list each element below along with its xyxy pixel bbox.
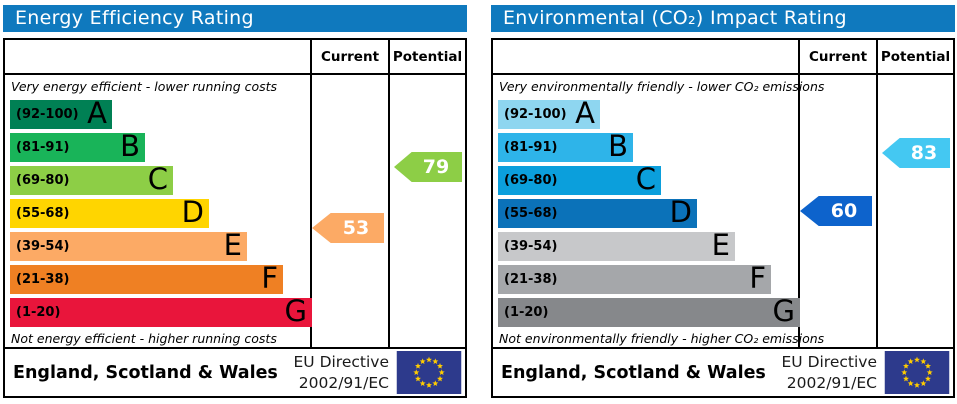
- band-row-c: (69-80) C: [498, 162, 661, 196]
- band-letter: B: [608, 129, 628, 163]
- band-range: (92-100): [16, 107, 79, 122]
- band-range: (39-54): [504, 239, 558, 254]
- top-note: Very energy efficient - lower running co…: [11, 79, 278, 94]
- band-letter: A: [87, 96, 107, 130]
- band-letter: C: [635, 162, 656, 196]
- header-row-divider: [5, 73, 465, 75]
- band-letter: E: [223, 228, 242, 262]
- column-divider: [388, 40, 390, 347]
- eu-flag-icon: [396, 351, 462, 394]
- bottom-note: Not environmentally friendly - higher CO…: [499, 331, 825, 346]
- band-range: (55-68): [504, 206, 558, 221]
- band-range: (21-38): [16, 272, 70, 287]
- band-letter: D: [669, 195, 692, 229]
- panel-title: Environmental (CO₂) Impact Rating: [491, 5, 955, 32]
- band-letter: F: [261, 261, 278, 295]
- eu-directive-line2: 2002/91/EC: [298, 373, 389, 392]
- band-letter: C: [147, 162, 168, 196]
- column-divider: [798, 40, 800, 347]
- band-row-g: (1-20) G: [498, 294, 800, 328]
- band-range: (81-91): [16, 140, 70, 155]
- band-letter: B: [120, 129, 140, 163]
- band-letter: A: [575, 96, 595, 130]
- column-divider: [310, 40, 312, 347]
- region-label: England, Scotland & Wales: [501, 362, 766, 383]
- potential-rating-value: 79: [422, 156, 450, 178]
- band-range: (21-38): [504, 272, 558, 287]
- band-row-a: (92-100) A: [10, 96, 112, 130]
- eu-flag-icon: [884, 351, 950, 394]
- eu-directive-line1: EU Directive: [781, 353, 878, 372]
- current-rating-arrow: 53: [312, 213, 384, 243]
- band-range: (39-54): [16, 239, 70, 254]
- potential-rating-arrow: 79: [394, 152, 462, 182]
- current-rating-value: 53: [342, 217, 370, 239]
- current-column-header: Current: [320, 48, 380, 65]
- eu-directive-label: EU Directive 2002/91/EC: [782, 349, 878, 396]
- band-row-a: (92-100) A: [498, 96, 600, 130]
- potential-column-header: Potential: [880, 48, 951, 65]
- top-note: Very environmentally friendly - lower CO…: [499, 79, 825, 94]
- band-row-g: (1-20) G: [10, 294, 312, 328]
- band-range: (69-80): [504, 173, 558, 188]
- band-row-b: (81-91) B: [10, 129, 145, 163]
- rating-chart: Current Potential Very environmentally f…: [491, 38, 955, 398]
- band-range: (55-68): [16, 206, 70, 221]
- band-range: (1-20): [504, 305, 549, 320]
- potential-rating-arrow: 83: [882, 138, 950, 168]
- panel-title: Energy Efficiency Rating: [3, 5, 467, 32]
- panel-footer: England, Scotland & Wales EU Directive 2…: [493, 349, 953, 396]
- band-letter: F: [749, 261, 766, 295]
- band-letter: G: [772, 294, 795, 328]
- eu-directive-line2: 2002/91/EC: [786, 373, 877, 392]
- current-rating-value: 60: [830, 200, 858, 222]
- band-row-e: (39-54) E: [498, 228, 735, 262]
- band-range: (1-20): [16, 305, 61, 320]
- band-row-b: (81-91) B: [498, 129, 633, 163]
- footer-row-divider: [493, 347, 953, 349]
- band-range: (81-91): [504, 140, 558, 155]
- band-row-d: (55-68) D: [498, 195, 697, 229]
- band-row-e: (39-54) E: [10, 228, 247, 262]
- current-rating-arrow: 60: [800, 196, 872, 226]
- band-range: (69-80): [16, 173, 70, 188]
- band-row-f: (21-38) F: [498, 261, 771, 295]
- band-range: (92-100): [504, 107, 567, 122]
- footer-row-divider: [5, 347, 465, 349]
- potential-column-header: Potential: [392, 48, 463, 65]
- environmental-impact-panel: Environmental (CO₂) Impact Rating Curren…: [491, 5, 955, 398]
- band-letter: E: [711, 228, 730, 262]
- current-column-header: Current: [808, 48, 868, 65]
- eu-directive-label: EU Directive 2002/91/EC: [294, 349, 390, 396]
- band-letter: G: [284, 294, 307, 328]
- rating-chart: Current Potential Very energy efficient …: [3, 38, 467, 398]
- band-row-f: (21-38) F: [10, 261, 283, 295]
- eu-directive-line1: EU Directive: [293, 353, 390, 372]
- column-divider: [876, 40, 878, 347]
- panel-footer: England, Scotland & Wales EU Directive 2…: [5, 349, 465, 396]
- region-label: England, Scotland & Wales: [13, 362, 278, 383]
- energy-efficiency-panel: Energy Efficiency Rating Current Potenti…: [3, 5, 467, 398]
- band-row-c: (69-80) C: [10, 162, 173, 196]
- bottom-note: Not energy efficient - higher running co…: [11, 331, 277, 346]
- header-row-divider: [493, 73, 953, 75]
- potential-rating-value: 83: [910, 142, 938, 164]
- band-row-d: (55-68) D: [10, 195, 209, 229]
- band-letter: D: [181, 195, 204, 229]
